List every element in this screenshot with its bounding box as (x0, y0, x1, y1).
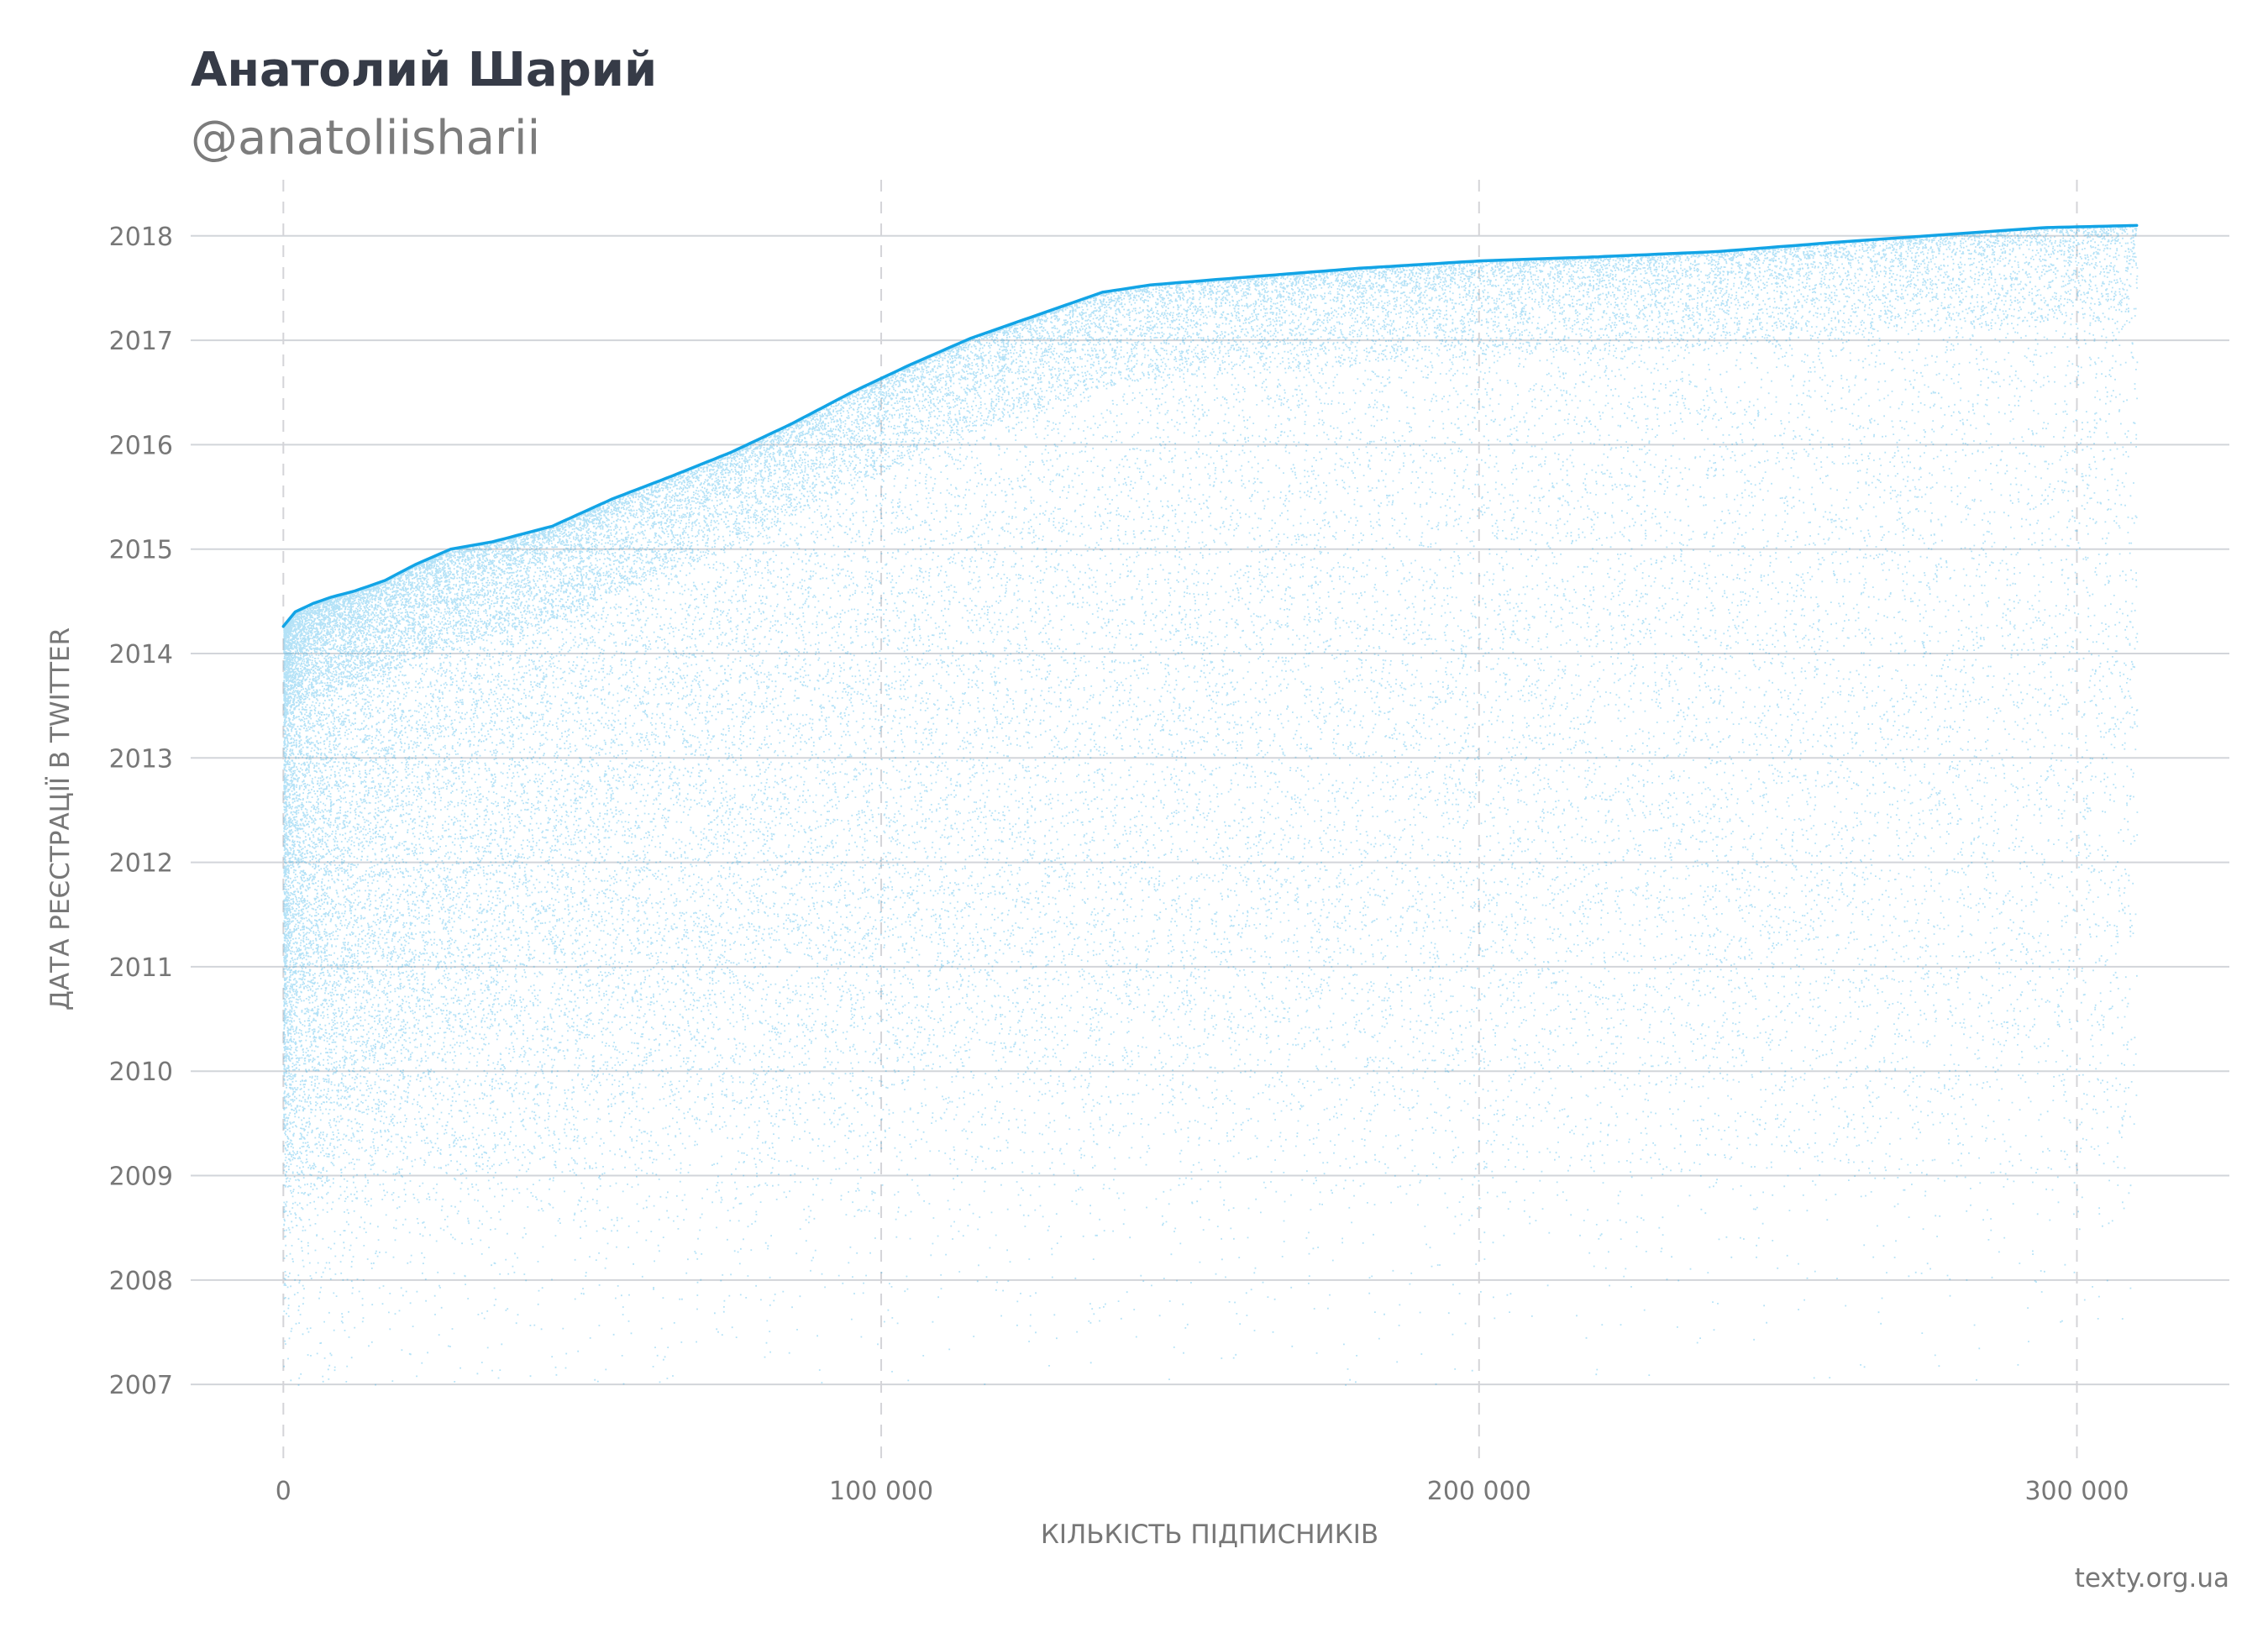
x-tick-label: 200 000 (1427, 1477, 1531, 1506)
y-tick-label: 2011 (109, 953, 173, 983)
chart-title: Анатолий Шарий (191, 43, 657, 97)
y-tick-label: 2014 (109, 640, 173, 669)
grid (191, 180, 2229, 1463)
y-tick-label: 2008 (109, 1267, 173, 1296)
follower-point-cloud (283, 225, 2139, 1386)
source-credit: texty.org.ua (2075, 1563, 2229, 1593)
x-tick-label: 0 (276, 1477, 291, 1506)
y-tick-label: 2009 (109, 1163, 173, 1192)
x-axis-label: КІЛЬКІСТЬ ПІДПИСНИКІВ (1041, 1520, 1378, 1550)
y-tick-label: 2012 (109, 849, 173, 879)
y-axis-label: ДАТА РЕЄСТРАЦІЇ В TWITTER (45, 627, 76, 1011)
x-axis-ticks: 0 100 000 200 000 300 000 (276, 1477, 2129, 1506)
y-tick-label: 2007 (109, 1371, 173, 1400)
chart-subtitle: @anatoliisharii (191, 111, 540, 165)
y-tick-label: 2015 (109, 536, 173, 565)
y-tick-label: 2013 (109, 744, 173, 774)
x-tick-label: 100 000 (829, 1477, 933, 1506)
x-tick-label: 300 000 (2024, 1477, 2129, 1506)
y-tick-label: 2010 (109, 1058, 173, 1087)
registration-frontier-line (281, 223, 2139, 628)
follower-points (283, 225, 2139, 1386)
y-tick-label: 2018 (109, 223, 173, 252)
y-axis-ticks: 2007 2008 2009 2010 2011 2012 2013 2014 2015 2016… (109, 223, 173, 1400)
y-tick-label: 2017 (109, 327, 173, 356)
y-tick-label: 2016 (109, 431, 173, 460)
